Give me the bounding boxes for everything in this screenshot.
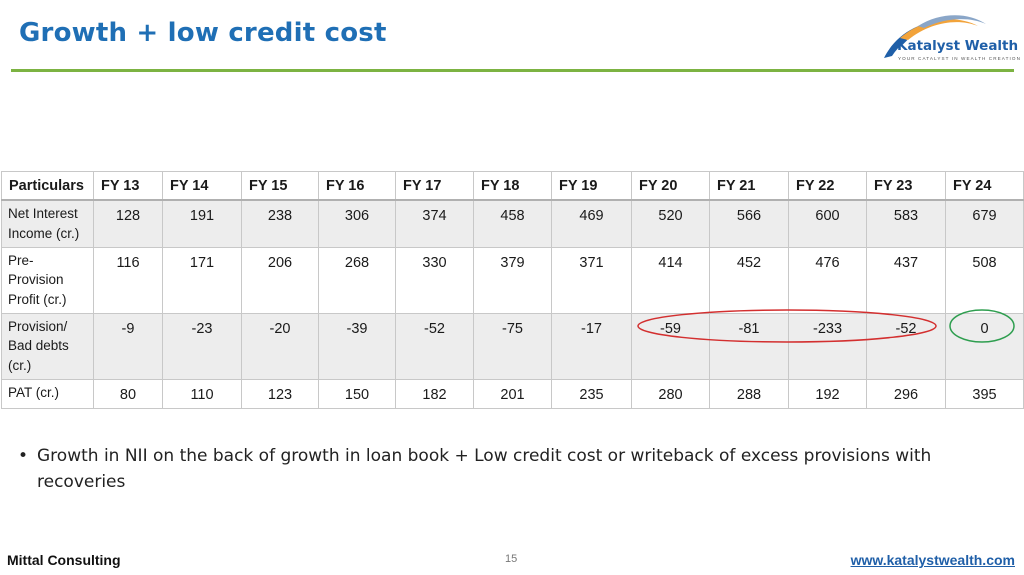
- header-fy21: FY 21: [709, 171, 789, 201]
- bullet-dot-icon: •: [18, 446, 29, 466]
- row-label: Provision/ Bad debts (cr.): [1, 312, 94, 380]
- table-cell: 679: [945, 199, 1024, 248]
- header-fy13: FY 13: [93, 171, 163, 201]
- table-cell: 80: [93, 378, 163, 409]
- header-fy16: FY 16: [318, 171, 396, 201]
- table-cell: -52: [866, 312, 946, 380]
- header-fy20: FY 20: [631, 171, 710, 201]
- table-cell: 374: [395, 199, 474, 248]
- table-row-nii: Net Interest Income (cr.) 128 191 238 30…: [1, 199, 1024, 248]
- footer-website-link[interactable]: www.katalystwealth.com: [850, 552, 1015, 568]
- table-cell: 128: [93, 199, 163, 248]
- table-cell: 379: [473, 246, 552, 314]
- header-particulars: Particulars: [1, 171, 94, 201]
- table-cell: 371: [551, 246, 632, 314]
- row-label: PAT (cr.): [1, 378, 94, 409]
- header-fy19: FY 19: [551, 171, 632, 201]
- table-cell: -233: [788, 312, 867, 380]
- table-cell: 238: [241, 199, 319, 248]
- table-cell: 116: [93, 246, 163, 314]
- table-cell: 395: [945, 378, 1024, 409]
- footer-company: Mittal Consulting: [7, 552, 121, 568]
- row-label: Pre-Provision Profit (cr.): [1, 246, 94, 314]
- table-row-provision: Provision/ Bad debts (cr.) -9 -23 -20 -3…: [1, 312, 1024, 380]
- table-cell: -52: [395, 312, 474, 380]
- table-cell: 452: [709, 246, 789, 314]
- table-cell: 280: [631, 378, 710, 409]
- bullet-text: Growth in NII on the back of growth in l…: [37, 446, 932, 492]
- logo-wordmark: Katalyst Wealth: [897, 38, 1019, 54]
- table-cell: 600: [788, 199, 867, 248]
- table-cell: 110: [162, 378, 242, 409]
- header-fy24: FY 24: [945, 171, 1024, 201]
- table-cell: 171: [162, 246, 242, 314]
- table-cell: 583: [866, 199, 946, 248]
- logo-tagline: YOUR CATALYST IN WEALTH CREATION: [898, 56, 1021, 61]
- table-cell: -59: [631, 312, 710, 380]
- table-cell: -9: [93, 312, 163, 380]
- table-cell: 469: [551, 199, 632, 248]
- title-divider: [11, 69, 1014, 72]
- table-cell: 330: [395, 246, 474, 314]
- header-fy14: FY 14: [162, 171, 242, 201]
- page-number: 15: [505, 553, 518, 565]
- table-cell: 520: [631, 199, 710, 248]
- table-cell: 296: [866, 378, 946, 409]
- table-cell: 414: [631, 246, 710, 314]
- katalyst-swoosh-icon: [884, 15, 986, 58]
- header-fy18: FY 18: [473, 171, 552, 201]
- table-header-row: Particulars FY 13 FY 14 FY 15 FY 16 FY 1…: [1, 171, 1024, 201]
- table-cell: 123: [241, 378, 319, 409]
- table-cell: -81: [709, 312, 789, 380]
- financials-table: Particulars FY 13 FY 14 FY 15 FY 16 FY 1…: [1, 171, 1024, 409]
- table-cell: 458: [473, 199, 552, 248]
- table-cell: 306: [318, 199, 396, 248]
- table-cell: -17: [551, 312, 632, 380]
- row-label: Net Interest Income (cr.): [1, 199, 94, 248]
- header-fy23: FY 23: [866, 171, 946, 201]
- table-cell: 437: [866, 246, 946, 314]
- header-fy17: FY 17: [395, 171, 474, 201]
- table-cell: 191: [162, 199, 242, 248]
- slide-title: Growth + low credit cost: [19, 18, 387, 48]
- table-cell: -39: [318, 312, 396, 380]
- table-cell: -20: [241, 312, 319, 380]
- table-cell: 150: [318, 378, 396, 409]
- table-cell: 201: [473, 378, 552, 409]
- table-row-ppp: Pre-Provision Profit (cr.) 116 171 206 2…: [1, 246, 1024, 314]
- bullet-item: • Growth in NII on the back of growth in…: [18, 443, 948, 495]
- table-row-pat: PAT (cr.) 80 110 123 150 182 201 235 280…: [1, 378, 1024, 409]
- table-cell: 192: [788, 378, 867, 409]
- table-cell: 0: [945, 312, 1024, 380]
- table-cell: 206: [241, 246, 319, 314]
- header-fy22: FY 22: [788, 171, 867, 201]
- table-cell: 566: [709, 199, 789, 248]
- table-cell: -23: [162, 312, 242, 380]
- table-cell: 288: [709, 378, 789, 409]
- header-fy15: FY 15: [241, 171, 319, 201]
- table-cell: 476: [788, 246, 867, 314]
- table-cell: 508: [945, 246, 1024, 314]
- table-cell: -75: [473, 312, 552, 380]
- table-cell: 268: [318, 246, 396, 314]
- table-cell: 182: [395, 378, 474, 409]
- table-cell: 235: [551, 378, 632, 409]
